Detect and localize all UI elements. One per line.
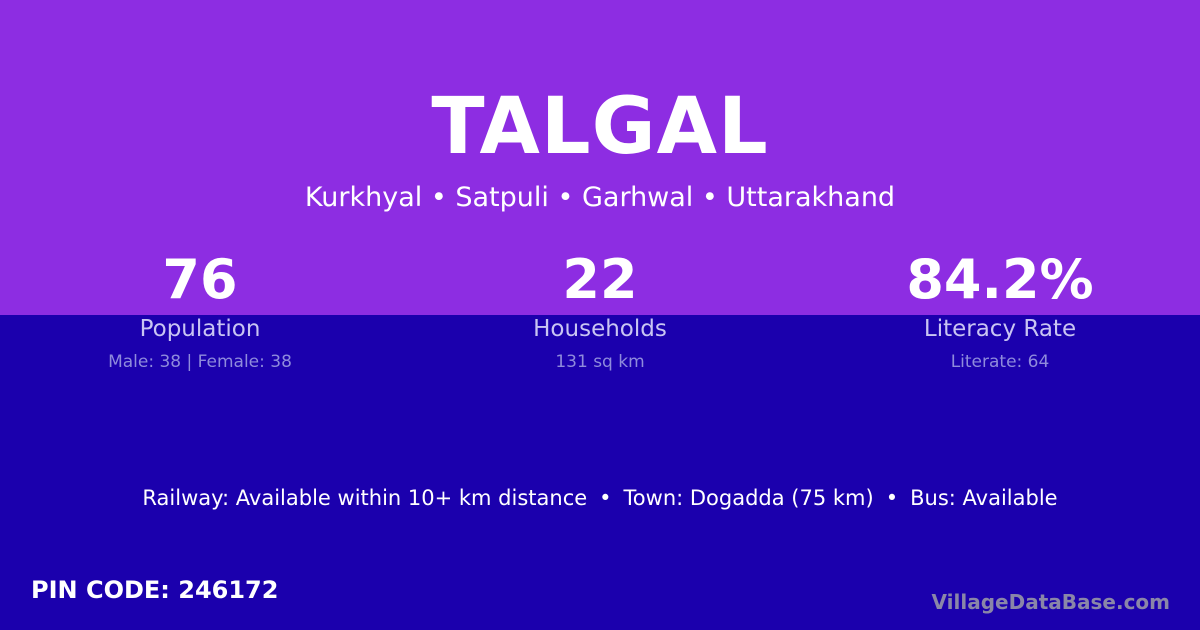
village-title: TALGAL [431,82,769,172]
stat-value: 84.2% [906,248,1094,311]
stat-population: 76 Population Male: 38 | Female: 38 [0,248,400,372]
stat-value: 76 [162,248,238,311]
connectivity-info: Railway: Available within 10+ km distanc… [0,486,1200,510]
stat-label: Population [139,316,261,342]
stat-detail: 131 sq km [555,352,645,372]
location-breadcrumb: Kurkhyal • Satpuli • Garhwal • Uttarakha… [304,182,896,213]
pin-code: PIN CODE: 246172 [31,576,279,604]
bus-info: Bus: Available [910,486,1058,510]
separator: • [885,486,899,510]
header-band [0,0,1200,315]
stat-value: 22 [562,248,638,311]
stat-literacy: 84.2% Literacy Rate Literate: 64 [800,248,1200,372]
stat-label: Households [533,316,667,342]
stat-label: Literacy Rate [923,316,1077,342]
town-info: Town: Dogadda (75 km) [623,486,874,510]
brand-logo: VillageDataBase.com [931,590,1170,614]
stat-detail: Literate: 64 [950,352,1050,372]
stat-detail: Male: 38 | Female: 38 [108,352,292,372]
separator: • [599,486,612,510]
stat-households: 22 Households 131 sq km [400,248,800,372]
railway-info: Railway: Available within 10+ km distanc… [142,486,588,510]
